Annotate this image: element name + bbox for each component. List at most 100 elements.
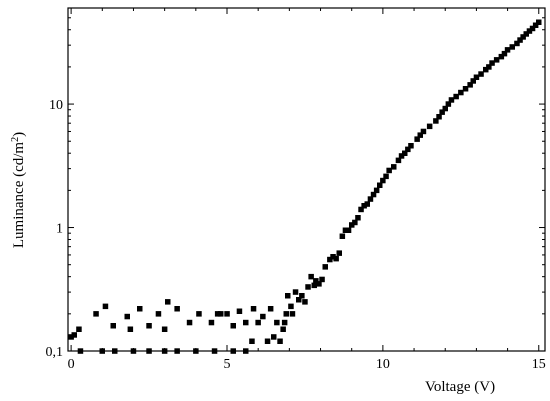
data-point bbox=[458, 89, 464, 96]
data-point bbox=[509, 44, 515, 50]
data-point bbox=[313, 278, 319, 284]
data-point bbox=[386, 167, 392, 174]
data-point bbox=[255, 319, 261, 326]
data-point bbox=[526, 28, 533, 34]
x-tick-label: 0 bbox=[68, 357, 75, 372]
data-point bbox=[299, 293, 305, 299]
data-point bbox=[336, 250, 342, 256]
data-point bbox=[277, 338, 283, 344]
data-point bbox=[355, 215, 361, 221]
y-tick-label: 10 bbox=[49, 98, 63, 113]
data-point bbox=[161, 348, 168, 354]
data-point bbox=[99, 348, 105, 354]
data-point bbox=[274, 319, 280, 326]
data-point bbox=[529, 25, 536, 32]
data-point bbox=[230, 348, 236, 354]
data-point bbox=[77, 348, 84, 354]
data-point bbox=[398, 153, 405, 159]
data-point bbox=[308, 273, 314, 280]
axis-tick-labels: 0 5 10 15 0,1 1 10 bbox=[46, 98, 546, 372]
data-point bbox=[292, 289, 299, 295]
data-point bbox=[486, 64, 492, 70]
data-point bbox=[322, 264, 328, 270]
data-point bbox=[288, 303, 294, 310]
y-axis-title-sup: 2 bbox=[10, 137, 21, 142]
data-point bbox=[433, 118, 439, 124]
data-point bbox=[520, 34, 526, 40]
data-point bbox=[408, 143, 414, 149]
data-point bbox=[442, 105, 448, 112]
data-point bbox=[285, 293, 291, 299]
data-point bbox=[420, 128, 427, 135]
x-tick-label: 15 bbox=[532, 357, 546, 372]
data-point bbox=[283, 311, 289, 317]
data-point bbox=[174, 306, 180, 312]
data-point bbox=[330, 254, 336, 260]
data-point bbox=[137, 306, 143, 312]
data-point bbox=[517, 37, 523, 43]
data-point bbox=[68, 334, 74, 340]
data-point bbox=[489, 60, 495, 66]
data-points bbox=[68, 19, 542, 354]
data-point bbox=[264, 338, 271, 344]
data-point bbox=[532, 22, 539, 28]
data-point bbox=[364, 201, 370, 207]
data-point bbox=[377, 182, 383, 188]
y-axis-title-close: ) bbox=[11, 132, 27, 137]
data-point bbox=[296, 297, 302, 303]
data-point bbox=[224, 311, 230, 317]
data-point bbox=[289, 311, 296, 317]
data-point bbox=[414, 136, 420, 142]
data-point bbox=[327, 256, 333, 263]
data-point bbox=[405, 146, 411, 153]
data-point bbox=[445, 101, 452, 107]
data-point bbox=[383, 173, 389, 180]
data-point bbox=[280, 326, 286, 332]
data-point bbox=[467, 82, 473, 88]
data-point bbox=[110, 323, 116, 329]
data-point bbox=[267, 306, 274, 312]
data-point bbox=[436, 114, 442, 120]
data-point bbox=[271, 334, 277, 340]
data-point bbox=[243, 348, 249, 354]
data-point bbox=[146, 348, 152, 354]
data-point bbox=[196, 311, 202, 317]
data-point bbox=[186, 319, 193, 326]
data-point bbox=[319, 276, 325, 283]
data-point bbox=[358, 206, 364, 213]
data-point bbox=[71, 332, 77, 338]
data-point bbox=[373, 187, 380, 194]
data-point bbox=[102, 303, 109, 310]
x-tick-label: 5 bbox=[224, 357, 231, 372]
data-point bbox=[214, 311, 221, 317]
data-point bbox=[342, 227, 349, 233]
y-axis-title: Luminance (cd/m2) bbox=[10, 132, 28, 248]
data-point bbox=[218, 311, 224, 317]
data-point bbox=[243, 319, 249, 326]
data-point bbox=[130, 348, 137, 354]
data-point bbox=[402, 150, 408, 156]
data-point bbox=[352, 219, 358, 226]
data-point bbox=[316, 281, 322, 287]
data-point bbox=[473, 74, 480, 80]
data-point bbox=[208, 319, 215, 326]
data-point bbox=[426, 123, 433, 130]
data-point bbox=[250, 306, 257, 312]
y-axis-title-main: Luminance (cd/m bbox=[11, 142, 27, 249]
data-point bbox=[112, 348, 118, 354]
data-point bbox=[395, 157, 402, 164]
data-point bbox=[281, 319, 288, 326]
data-point bbox=[504, 47, 511, 53]
data-point bbox=[124, 313, 130, 320]
data-point bbox=[367, 196, 374, 202]
data-point bbox=[305, 284, 311, 290]
data-point bbox=[311, 282, 317, 289]
data-point bbox=[193, 348, 199, 354]
data-point bbox=[448, 97, 455, 103]
data-point bbox=[302, 299, 308, 305]
data-point bbox=[146, 323, 152, 329]
data-point bbox=[93, 311, 99, 317]
data-point bbox=[498, 53, 505, 60]
data-point bbox=[165, 299, 171, 305]
